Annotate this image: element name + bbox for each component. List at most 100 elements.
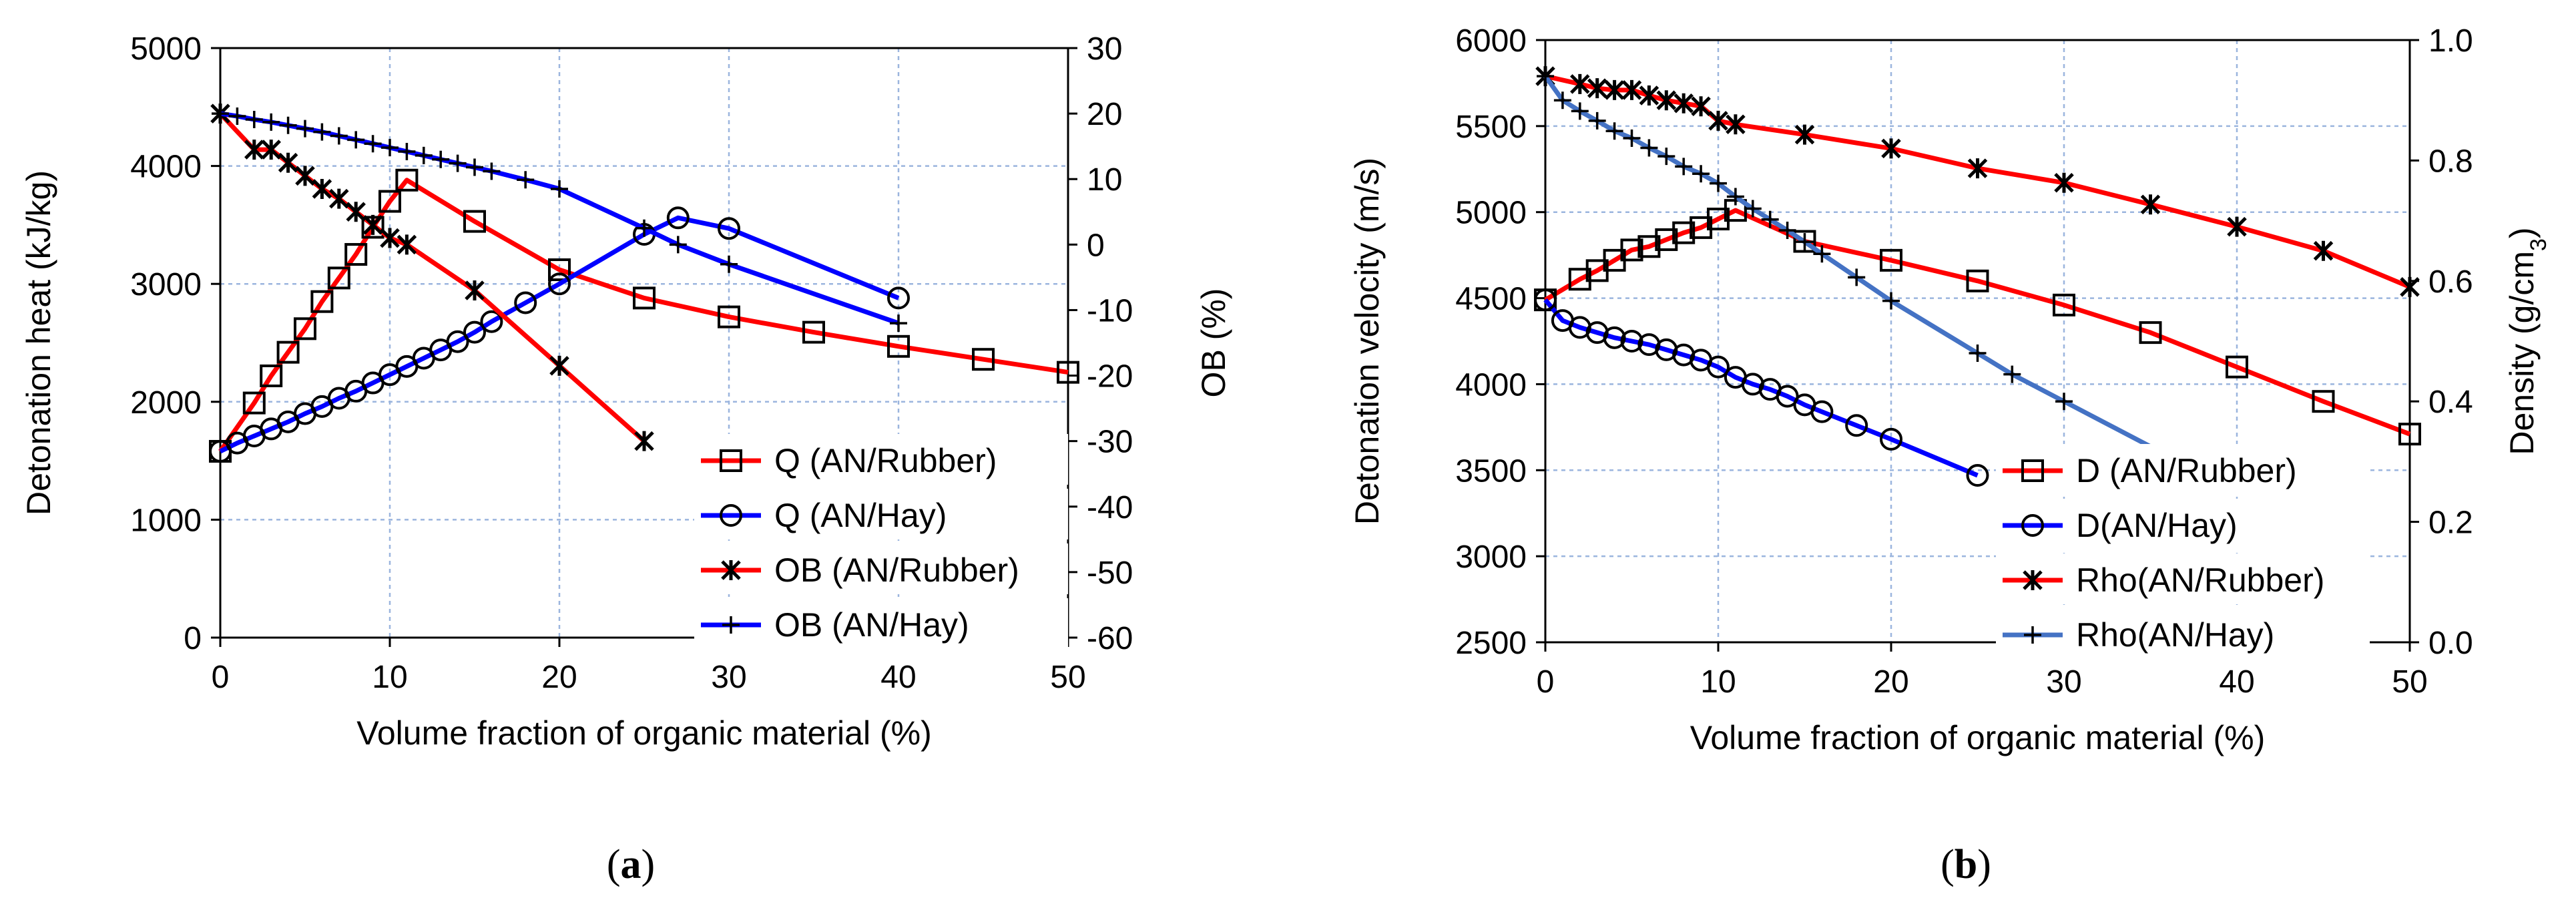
y2-tick-label: -30	[1087, 425, 1133, 460]
chart-a: 0 10 20 30 40 50 0 1000 2000 3000 4000 5000 -60 -50…	[20, 31, 1232, 887]
data-point	[1620, 238, 1643, 262]
chart-a-y2-ticks: -60 -50 -40 -30 -20 -10 0 10 20 30	[1068, 31, 1133, 656]
series-line	[1544, 208, 2411, 437]
data-point	[1880, 248, 1902, 272]
y-tick-label: 2500	[1455, 626, 1527, 661]
chart-b-plot-frame	[1544, 39, 2411, 644]
legend-label: Q (AN/Hay)	[774, 497, 947, 534]
legend-item: Rho(AN/Hay)	[1996, 608, 2370, 659]
data-point	[2312, 390, 2335, 413]
data-point	[633, 286, 656, 310]
y-tick-label: 3500	[1455, 453, 1527, 489]
series-0	[209, 168, 1079, 463]
data-point	[634, 431, 654, 451]
y-tick-label: 4500	[1455, 282, 1527, 317]
data-point	[2054, 172, 2074, 193]
data-point	[1690, 216, 1713, 239]
data-point	[1796, 233, 1814, 251]
data-point	[432, 150, 450, 168]
chart-b-y2-ticks: 0.0 0.2 0.4 0.6 0.8 1.0	[2410, 23, 2473, 661]
data-point	[465, 280, 485, 301]
x-tick-label: 0	[1537, 664, 1555, 700]
legend-marker	[2021, 459, 2044, 482]
y-tick-label: 0	[184, 621, 202, 656]
data-point	[1966, 464, 1989, 487]
data-point	[972, 348, 995, 371]
data-point	[1537, 67, 1554, 85]
data-point	[1707, 355, 1730, 379]
chart-b-panel-letter: b	[1955, 842, 1977, 887]
x-tick-label: 10	[1700, 664, 1736, 700]
data-point	[1640, 139, 1658, 157]
data-point	[260, 364, 283, 387]
legend-label: D (AN/Rubber)	[2076, 452, 2297, 489]
data-point	[1881, 138, 1901, 159]
data-point	[295, 166, 315, 186]
data-point	[2226, 355, 2248, 379]
chart-b-legend: D (AN/Rubber) D(AN/Hay) Rho(AN/Rubber) Rho(…	[1996, 444, 2370, 659]
legend-label: Rho(AN/Hay)	[2076, 616, 2274, 654]
series-1	[1534, 288, 1989, 487]
data-point	[279, 116, 297, 134]
legend-item: D(AN/Hay)	[1996, 499, 2370, 549]
data-point	[1882, 292, 1900, 310]
data-point	[2003, 365, 2021, 383]
series-line	[218, 178, 1069, 453]
data-point	[278, 152, 298, 173]
data-point	[378, 190, 401, 213]
data-point	[1707, 208, 1730, 231]
data-point	[2400, 276, 2420, 297]
data-point	[2055, 393, 2073, 411]
y2-tick-label: 0.6	[2428, 264, 2473, 300]
series-0	[1534, 199, 2421, 446]
chart-b-panel-label: (b)	[1941, 842, 1991, 887]
data-point	[1057, 361, 1079, 384]
series-2	[210, 103, 654, 451]
data-point	[2140, 194, 2161, 215]
legend-marker	[2024, 626, 2041, 644]
data-point	[242, 391, 266, 415]
y2-tick-label: -40	[1087, 490, 1133, 525]
data-point	[1605, 122, 1623, 140]
data-point	[1620, 330, 1643, 353]
data-point	[327, 266, 350, 290]
legend-item: Q (AN/Rubber)	[694, 434, 1068, 485]
y2-tick-label: 0.8	[2428, 144, 2473, 179]
y2-tick-label: 0.2	[2428, 505, 2473, 541]
y2-tick-label: -20	[1087, 359, 1133, 395]
data-point	[1637, 235, 1661, 258]
data-point	[397, 234, 417, 255]
y-tick-label: 5000	[1455, 196, 1527, 231]
legend-label: Q (AN/Rubber)	[774, 442, 997, 479]
y2-tick-label: -50	[1087, 555, 1133, 591]
y2-tick-label: 20	[1087, 97, 1122, 132]
chart-a-legend: Q (AN/Rubber) Q (AN/Hay) OB (AN/Rubber) OB …	[694, 434, 1068, 649]
y-tick-label: 4000	[130, 150, 202, 185]
data-point	[1966, 269, 1989, 292]
data-point	[381, 139, 399, 157]
chart-a-y-ticks: 0 1000 2000 3000 4000 5000	[130, 31, 220, 656]
data-point	[635, 219, 653, 237]
x-tick-label: 30	[711, 660, 746, 695]
chart-a-panel-letter: a	[621, 842, 641, 887]
data-point	[395, 168, 419, 192]
legend-item: Q (AN/Hay)	[694, 489, 1068, 539]
chart-b-y2-label-main: Density (g/cm	[2503, 251, 2541, 455]
chart-a-x-axis-label: Volume fraction of organic material (%)	[356, 714, 931, 752]
x-tick-label: 20	[541, 660, 577, 695]
data-point	[2053, 293, 2075, 316]
data-point	[1726, 188, 1744, 206]
chart-b-y2-label-end: )	[2503, 227, 2541, 238]
x-tick-label: 10	[372, 660, 407, 695]
data-point	[212, 105, 229, 123]
legend-label: D(AN/Hay)	[2076, 507, 2238, 544]
chart-a-y2-axis-label: OB (%)	[1195, 288, 1232, 398]
chart-a-x-ticks: 0 10 20 30 40 50	[212, 638, 1086, 695]
data-point	[1793, 230, 1816, 253]
data-point	[517, 171, 535, 189]
chart-b-grid	[1545, 40, 2410, 642]
data-point	[1623, 130, 1641, 148]
data-point	[548, 258, 571, 282]
series-2	[1535, 66, 2420, 297]
